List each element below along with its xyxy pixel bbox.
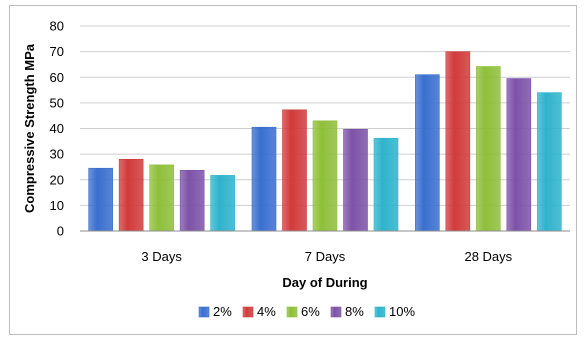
legend-label: 10% — [389, 304, 415, 319]
legend-label: 8% — [345, 304, 364, 319]
legend-swatch — [242, 306, 254, 318]
y-tick-label: 30 — [50, 147, 64, 162]
y-tick-labels: 0 10 20 30 40 50 60 70 80 — [50, 19, 64, 239]
legend: 2% 4% 6% 8% 10% — [198, 304, 415, 319]
x-tick-label: 7 Days — [305, 249, 346, 264]
x-tick-labels: 3 Days 7 Days 28 Days — [141, 249, 512, 264]
bar — [149, 164, 174, 232]
legend-swatch — [374, 306, 386, 318]
legend-swatch — [330, 306, 342, 318]
bar — [118, 158, 144, 232]
y-tick-label: 40 — [50, 121, 64, 136]
bar — [445, 51, 471, 232]
y-tick-label: 20 — [50, 172, 64, 187]
bar — [312, 120, 338, 232]
bar — [210, 175, 235, 232]
bar — [415, 74, 440, 232]
bar — [373, 137, 399, 232]
y-tick-label: 50 — [50, 95, 64, 110]
y-tick-label: 70 — [50, 44, 64, 59]
legend-swatch — [286, 306, 298, 318]
legend-label: 4% — [257, 304, 276, 319]
bar — [179, 169, 205, 232]
y-tick-label: 60 — [50, 70, 64, 85]
bar — [476, 66, 501, 232]
x-tick-label: 3 Days — [141, 249, 182, 264]
legend-swatch — [198, 306, 210, 318]
y-axis-title: Compressive Strength MPa — [22, 43, 37, 213]
bar — [343, 128, 368, 232]
legend-label: 6% — [301, 304, 320, 319]
bar — [282, 109, 307, 232]
x-axis-title: Day of During — [282, 275, 367, 290]
bar — [88, 167, 113, 232]
bars — [88, 51, 562, 232]
bar — [506, 78, 532, 232]
bar — [251, 126, 277, 232]
y-tick-label: 0 — [57, 224, 64, 239]
x-tick-label: 28 Days — [464, 249, 512, 264]
legend-label: 2% — [213, 304, 232, 319]
y-tick-label: 10 — [50, 198, 64, 213]
y-tick-label: 80 — [50, 19, 64, 34]
bar — [537, 92, 562, 232]
